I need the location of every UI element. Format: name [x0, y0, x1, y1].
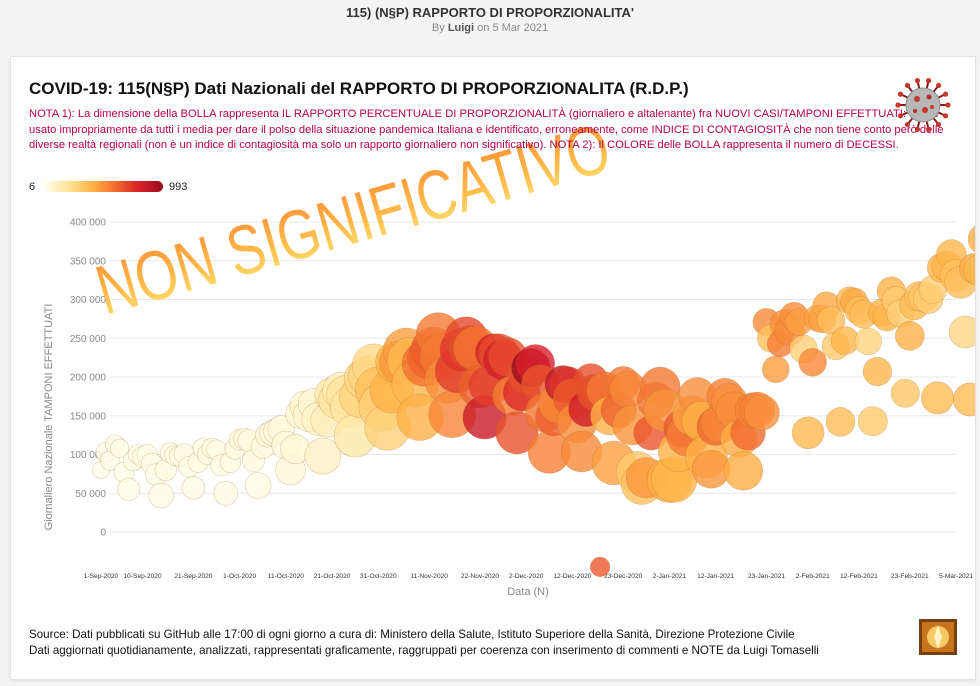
x-tick-label: 12-Dec-2020: [553, 573, 591, 580]
data-bubble[interactable]: [723, 451, 764, 491]
x-tick-label: 21-Oct-2020: [314, 573, 351, 580]
post-meta: By Luigi on 5 Mar 2021: [0, 22, 980, 34]
legend-min-value: 6: [29, 181, 36, 193]
x-tick-label: 2-Feb-2021: [796, 573, 830, 580]
data-bubble[interactable]: [967, 224, 975, 255]
data-bubble[interactable]: [304, 437, 342, 475]
y-axis-label: Giornaliero Nazionale TAMPONI EFFETTUATI: [43, 304, 55, 531]
data-bubble[interactable]: [244, 472, 272, 499]
post-date: on 5 Mar 2021: [474, 22, 549, 34]
data-bubble[interactable]: [894, 321, 925, 351]
x-tick-label: 23-Jan-2021: [748, 573, 785, 580]
x-tick-label: 31-Oct-2020: [360, 573, 397, 580]
x-tick-label: 11-Nov-2020: [410, 573, 448, 580]
y-tick-label: 0: [100, 528, 106, 539]
y-tick-label: 50 000: [75, 489, 106, 500]
post-title: 115) (N§P) RAPPORTO DI PROPORZIONALITA': [346, 5, 634, 20]
data-bubble[interactable]: [117, 477, 141, 501]
source-text: Source: Dati pubblicati su GitHub alle 1…: [29, 627, 819, 659]
x-tick-label: 12-Jan-2021: [697, 573, 734, 580]
x-tick-label: 11-Oct-2020: [268, 573, 304, 580]
post-header: 115) (N§P) RAPPORTO DI PROPORZIONALITA' …: [0, 0, 980, 46]
x-tick-label: 2-Jan-2021: [653, 573, 687, 580]
data-bubble[interactable]: [862, 357, 893, 387]
data-bubble[interactable]: [948, 315, 975, 349]
source-line-2: Dati aggiornati quotidianamente, analizz…: [29, 644, 819, 657]
x-tick-label: 5-Mar-2021: [939, 573, 973, 580]
x-tick-label: 23-Feb-2021: [891, 573, 929, 580]
data-bubble[interactable]: [761, 355, 790, 384]
x-tick-label: 1-Oct-2020: [223, 573, 256, 580]
data-bubble[interactable]: [857, 406, 888, 437]
data-bubble[interactable]: [791, 416, 825, 450]
source-line-1: Source: Dati pubblicati su GitHub alle 1…: [29, 628, 795, 641]
data-bubble[interactable]: [920, 381, 954, 415]
x-tick-label: 12-Feb-2021: [840, 573, 878, 580]
bubble-chart: 0 50 000 100 000 150 000 200 000 250 000 300 0…: [43, 108, 975, 598]
y-tick-label: 250 000: [70, 334, 107, 345]
legend-gradient-bar: [45, 181, 163, 192]
y-tick-label: 150 000: [70, 411, 107, 422]
chart-note: NOTA 1): La dimensione della BOLLA rappr…: [29, 108, 944, 151]
x-tick-label: 2-Dec-2020: [509, 573, 544, 580]
x-tick-label: 21-Sep-2020: [174, 573, 212, 580]
data-bubble[interactable]: [589, 556, 611, 578]
data-bubble[interactable]: [213, 480, 239, 506]
y-tick-label: 200 000: [70, 373, 107, 384]
chart-title: COVID-19: 115(N§P) Dati Nazionali del RA…: [29, 79, 689, 98]
data-bubble[interactable]: [798, 348, 827, 377]
post-by: By: [431, 22, 448, 34]
data-bubble[interactable]: [744, 394, 780, 431]
x-tick-label: 1-Sep-2020: [84, 573, 119, 580]
x-tick-label: 10-Sep-2020: [124, 573, 162, 580]
x-tick-label: 23-Dec-2020: [604, 573, 642, 580]
data-bubble[interactable]: [825, 407, 856, 437]
data-bubble[interactable]: [110, 438, 130, 458]
data-bubble[interactable]: [854, 327, 882, 356]
data-bubble[interactable]: [148, 482, 174, 509]
y-tick-label: 400 000: [70, 218, 107, 229]
legend-max-value: 993: [169, 181, 188, 193]
x-tick-label: 22-Nov-2020: [461, 573, 499, 580]
post-author[interactable]: Luigi: [447, 22, 475, 34]
coronavirus-icon: [895, 78, 951, 132]
data-bubble[interactable]: [495, 411, 539, 455]
y-tick-label: 100 000: [70, 450, 107, 461]
author-logo-icon: [919, 619, 957, 655]
chart-card: 0 50 000 100 000 150 000 200 000 250 000 300 0…: [10, 56, 976, 680]
data-bubble[interactable]: [963, 254, 975, 286]
x-axis-label: Data (N): [507, 586, 549, 598]
data-bubble[interactable]: [953, 382, 975, 417]
y-tick-label: 300 000: [70, 295, 107, 306]
data-bubble[interactable]: [890, 378, 920, 408]
data-bubble[interactable]: [181, 476, 206, 500]
y-tick-label: 350 000: [70, 256, 107, 267]
